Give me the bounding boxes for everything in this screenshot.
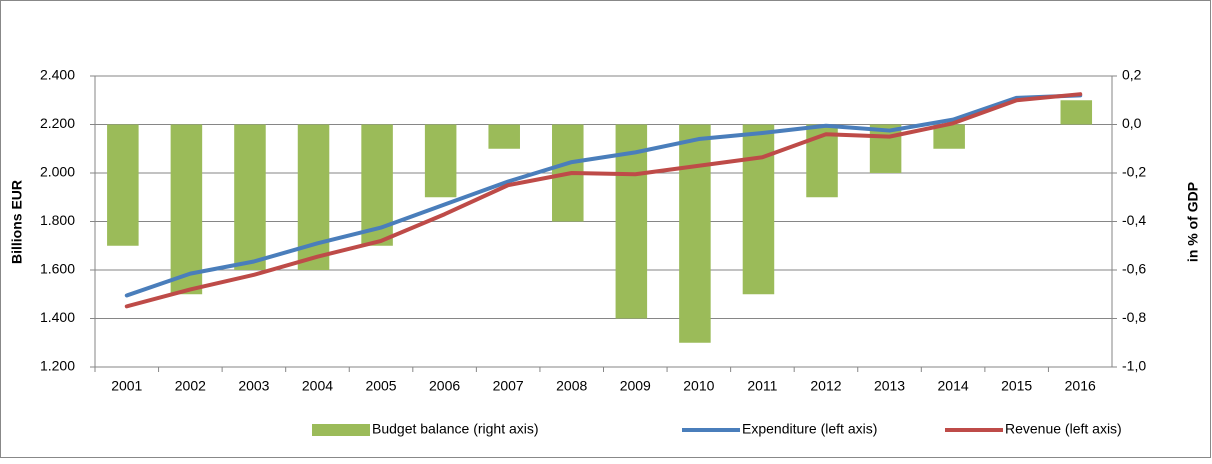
y2-tick-label: -0,4 — [1122, 212, 1146, 228]
x-tick-label: 2011 — [747, 378, 777, 394]
legend-swatch — [312, 424, 370, 436]
y-tick-label: 2.400 — [40, 67, 75, 83]
x-tick-label: 2015 — [1001, 378, 1032, 394]
x-tick-label: 2013 — [874, 378, 905, 394]
bar — [615, 124, 648, 319]
bar — [742, 124, 775, 295]
y-tick-label: 1.400 — [40, 309, 75, 325]
y2-tick-label: 0,2 — [1122, 67, 1142, 83]
bar — [933, 124, 965, 149]
bar — [869, 124, 902, 173]
x-tick-label: 2003 — [238, 378, 269, 394]
x-tick-label: 2002 — [175, 378, 206, 394]
bar — [1060, 100, 1093, 125]
y2-axis-label: in % of GDP — [1185, 182, 1201, 262]
x-tick-label: 2007 — [493, 378, 524, 394]
legend-label: Expenditure (left axis) — [742, 421, 877, 437]
x-tick-label: 2010 — [683, 378, 714, 394]
x-tick-label: 2009 — [620, 378, 651, 394]
x-tick-label: 2012 — [810, 378, 841, 394]
y-tick-label: 1.200 — [40, 358, 75, 374]
x-tick-label: 2005 — [365, 378, 396, 394]
y-tick-label: 2.200 — [40, 115, 75, 131]
x-tick-label: 2014 — [938, 378, 969, 394]
bar — [424, 124, 457, 198]
y-tick-label: 2.000 — [40, 164, 75, 180]
x-tick-label: 2004 — [302, 378, 333, 394]
y2-tick-label: -0,2 — [1122, 164, 1146, 180]
y-axis-label: Billions EUR — [9, 180, 25, 264]
bar — [107, 124, 139, 246]
y2-tick-label: -0,6 — [1122, 261, 1146, 277]
line — [124, 93, 1083, 298]
bar — [170, 124, 203, 295]
y-tick-label: 1.600 — [40, 261, 75, 277]
legend-label: Revenue (left axis) — [1005, 421, 1122, 437]
y2-tick-label: 0,0 — [1122, 115, 1142, 131]
bar — [488, 124, 520, 149]
bar — [234, 124, 266, 270]
legend-label: Budget balance (right axis) — [372, 421, 539, 437]
bar — [679, 124, 711, 343]
y2-tick-label: -1,0 — [1122, 358, 1146, 374]
x-tick-label: 2006 — [429, 378, 460, 394]
x-tick-label: 2001 — [111, 378, 142, 394]
y2-tick-label: -0,8 — [1122, 309, 1146, 325]
x-tick-label: 2008 — [556, 378, 587, 394]
line — [124, 92, 1083, 309]
x-tick-label: 2016 — [1065, 378, 1096, 394]
y-tick-label: 1.800 — [40, 212, 75, 228]
